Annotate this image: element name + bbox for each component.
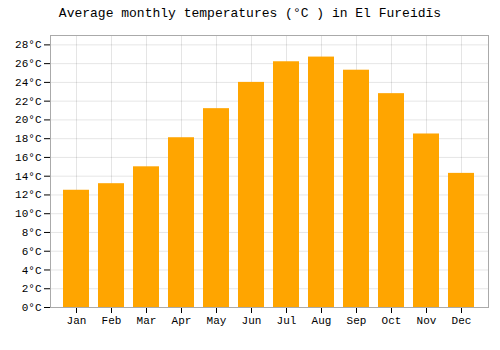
svg-text:Aug: Aug: [312, 315, 332, 327]
html-text:Average monthly temperatures (: Average monthly temperatures (°C ) in El…: [58, 6, 442, 21]
svg-text:22°C: 22°C: [15, 96, 42, 108]
svg-text:6°C: 6°C: [22, 246, 42, 258]
svg-text:Dec: Dec: [452, 315, 472, 327]
svg-text:24°C: 24°C: [15, 77, 42, 89]
svg-text:8°C: 8°C: [22, 227, 42, 239]
svg-text:Jan: Jan: [67, 315, 87, 327]
svg-text:Sep: Sep: [347, 315, 367, 327]
svg-text:Mar: Mar: [137, 315, 157, 327]
svg-text:May: May: [207, 315, 227, 327]
svg-text:18°C: 18°C: [15, 133, 42, 145]
svg-text:26°C: 26°C: [15, 58, 42, 70]
svg-text:Jul: Jul: [277, 315, 297, 327]
svg-text:10°C: 10°C: [15, 208, 42, 220]
svg-text:Oct: Oct: [382, 315, 402, 327]
svg-text:Feb: Feb: [102, 315, 122, 327]
svg-text:Nov: Nov: [417, 315, 437, 327]
svg-text:2°C: 2°C: [22, 283, 42, 295]
svg-text:14°C: 14°C: [15, 171, 42, 183]
svg-text:20°C: 20°C: [15, 114, 42, 126]
svg-text:12°C: 12°C: [15, 189, 42, 201]
svg-text:16°C: 16°C: [15, 152, 42, 164]
svg-text:28°C: 28°C: [15, 39, 42, 51]
svg-text:Apr: Apr: [172, 315, 192, 327]
svg-text:Jun: Jun: [242, 315, 262, 327]
svg-text:0°C: 0°C: [22, 302, 42, 314]
svg-text:4°C: 4°C: [22, 265, 42, 277]
